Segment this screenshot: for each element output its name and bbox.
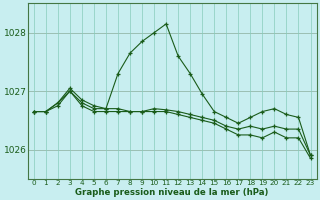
X-axis label: Graphe pression niveau de la mer (hPa): Graphe pression niveau de la mer (hPa)	[76, 188, 269, 197]
